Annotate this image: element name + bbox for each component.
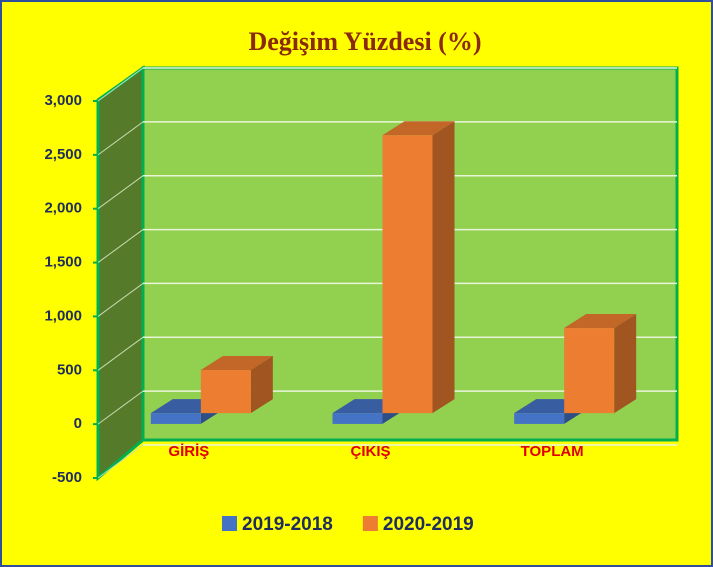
grid-line-side: [97, 121, 144, 156]
grid-line-side: [97, 67, 144, 102]
y-tick-label: 2,000: [44, 200, 82, 217]
y-tick-label: 2,500: [44, 146, 82, 163]
bar-side: [614, 314, 637, 414]
bar: [150, 413, 201, 424]
legend-label: 2020-2019: [383, 514, 474, 535]
y-tick-label: 500: [57, 361, 82, 378]
grid-line-side: [97, 390, 144, 425]
bar-top: [382, 121, 455, 136]
bar-side: [250, 356, 273, 414]
side-wall: [96, 65, 145, 482]
x-tick-label: TOPLAM: [521, 443, 584, 460]
y-tick-label: 1,000: [44, 307, 82, 324]
grid-line-side: [97, 175, 144, 210]
x-tick-label: ÇIKIŞ: [350, 443, 390, 460]
bar-side: [432, 121, 455, 414]
grid-line-side: [97, 283, 144, 317]
bar-top: [564, 314, 637, 329]
grid-line-side: [97, 229, 144, 263]
legend-swatch: [222, 516, 237, 531]
bar: [564, 328, 615, 414]
y-tick-label: 1,500: [44, 254, 82, 271]
grid-line-side: [97, 336, 144, 371]
bar: [514, 413, 565, 424]
y-tick-label: -500: [52, 469, 82, 486]
x-tick-label: GİRİŞ: [168, 443, 209, 460]
chart-title: Değişim Yüzdesi (%): [248, 27, 481, 56]
bar: [332, 413, 383, 424]
y-tick-label: 0: [74, 415, 82, 432]
legend-swatch: [362, 516, 378, 531]
bar: [200, 370, 251, 414]
y-tick-label: 3,000: [44, 92, 82, 109]
legend-label: 2019-2018: [242, 514, 333, 535]
bar: [382, 135, 433, 414]
grid-line-side: [97, 444, 144, 479]
bar-top: [200, 356, 273, 371]
